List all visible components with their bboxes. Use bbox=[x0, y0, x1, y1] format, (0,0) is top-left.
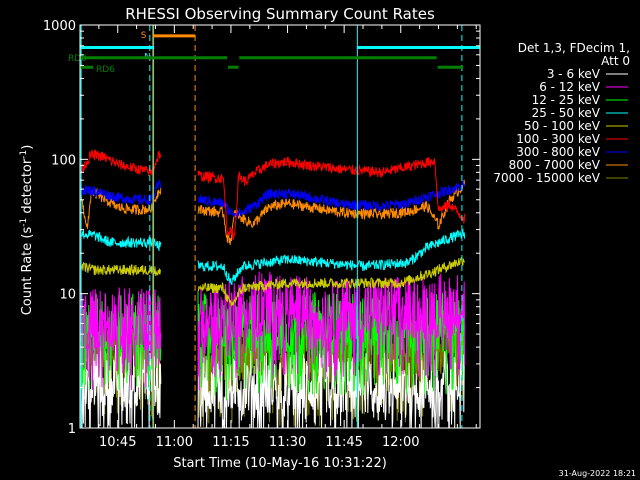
y-label-sup-1: -1 bbox=[19, 218, 29, 227]
y-label-sup-2: -1 bbox=[19, 150, 29, 159]
legend-header-line-2: Att 0 bbox=[601, 54, 630, 68]
series-800-7000-kev bbox=[80, 179, 466, 245]
y-label-main: Count Rate (s bbox=[20, 227, 35, 316]
series-300-800-kev bbox=[80, 179, 466, 218]
event-label-rd6: RD6 bbox=[96, 65, 115, 75]
x-tick-label: 12:00 bbox=[382, 435, 419, 450]
x-tick-label: 10:45 bbox=[99, 435, 136, 450]
x-tick-label: 11:45 bbox=[325, 435, 362, 450]
event-label-rd0: RD0 bbox=[68, 54, 87, 64]
legend-label: 25 - 50 keV bbox=[532, 106, 601, 120]
boundary-lines bbox=[80, 25, 463, 428]
legend-label: 7000 - 15000 keV bbox=[493, 171, 600, 185]
x-axis-label: Start Time (10-May-16 10:31:22) bbox=[173, 456, 387, 471]
y-label-mid: detector bbox=[20, 158, 35, 218]
legend-label: 50 - 100 keV bbox=[524, 119, 601, 133]
y-tick-label: 10 bbox=[59, 288, 76, 303]
legend-label: 3 - 6 keV bbox=[547, 67, 601, 81]
axis-ticks: 1 10 100 1000 10:45 11:00 11:15 11:30 11:45 12:00 bbox=[43, 19, 480, 450]
legend-label: 100 - 300 keV bbox=[516, 132, 600, 146]
x-tick-label: 11:30 bbox=[269, 435, 306, 450]
series-50-100-kev bbox=[80, 256, 466, 307]
legend-label: 12 - 25 keV bbox=[532, 93, 601, 107]
y-axis-label: Count Rate (s-1 detector-1) bbox=[19, 145, 35, 316]
footer-date: 31-Aug-2022 18:21 bbox=[559, 469, 636, 478]
legend-label: 300 - 800 keV bbox=[516, 145, 600, 159]
event-label-s: S bbox=[141, 31, 147, 41]
series-25-50-kev bbox=[80, 228, 466, 286]
y-label-end: ) bbox=[20, 145, 35, 150]
series-100-300-kev bbox=[80, 148, 466, 240]
plot-frame bbox=[79, 24, 481, 429]
legend-header-line-1: Det 1,3, FDecim 1, bbox=[518, 41, 630, 55]
legend-label: 6 - 12 keV bbox=[539, 80, 601, 94]
legend-label: 800 - 7000 keV bbox=[509, 158, 601, 172]
series-6-12-kev bbox=[80, 271, 466, 391]
chart-title: RHESSI Observing Summary Count Rates bbox=[125, 5, 435, 23]
x-tick-label: 11:00 bbox=[156, 435, 193, 450]
series-layer bbox=[80, 148, 466, 429]
plot-area: SNRD0RD6 110100100010:4511:0011:1511:301… bbox=[43, 19, 481, 450]
y-tick-label: 1 bbox=[68, 422, 76, 437]
y-tick-label: 100 bbox=[51, 153, 76, 168]
y-tick-label: 1000 bbox=[43, 19, 76, 34]
x-tick-label: 11:15 bbox=[212, 435, 249, 450]
event-bars: SNRD0RD6 bbox=[68, 31, 480, 75]
